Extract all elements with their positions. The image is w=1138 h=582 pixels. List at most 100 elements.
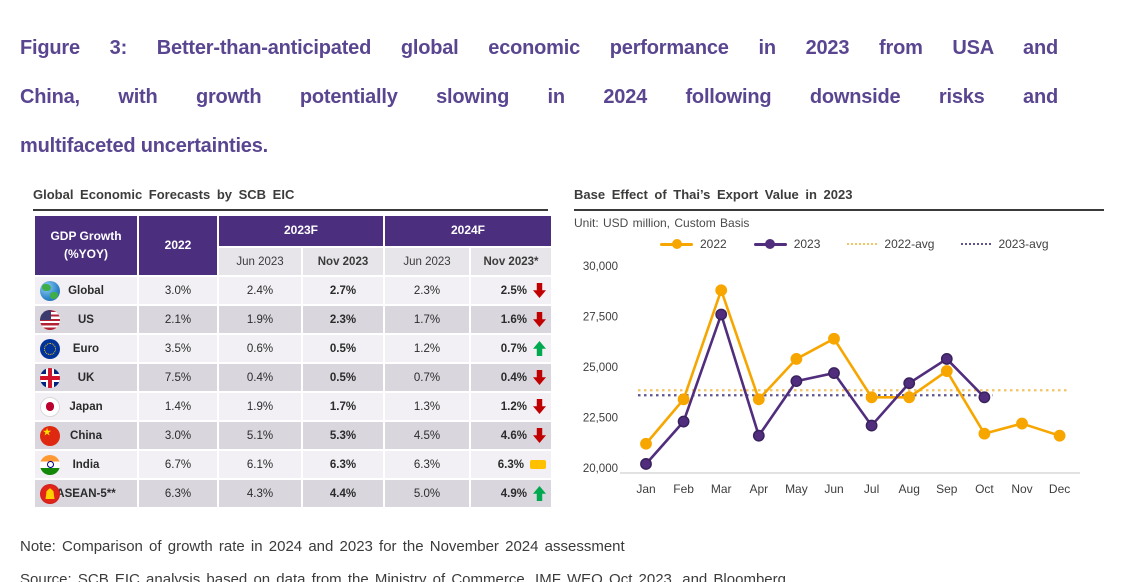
x-axis-month-label: Jan [636, 482, 655, 496]
col-header-jun2023-b: Jun 2023 [385, 248, 469, 275]
table-row-china: China 3.0% 5.1% 5.3% 4.5% 4.6% [35, 422, 551, 449]
series-2022-point [828, 332, 840, 345]
cell-value: 1.7% [385, 306, 469, 333]
table-row-uk: UK 7.5% 0.4% 0.5% 0.7% 0.4% [35, 364, 551, 391]
legend-label: 2023-avg [998, 237, 1049, 251]
cell-value: 5.0% [385, 480, 469, 507]
export-value-line-chart: 20,000 22,500 25,000 27,500 30,000 Jan Feb Mar A… [583, 261, 1080, 496]
series-2023-point [865, 419, 878, 432]
cell-value: 2.3% [303, 306, 383, 333]
x-axis-month-label: Apr [749, 482, 768, 496]
source-text: Source: SCB EIC analysis based on data f… [20, 571, 786, 582]
series-2022-point [677, 393, 690, 406]
figure-title: Figure 3: Better-than-anticipated global… [20, 24, 1058, 171]
us-flag-icon [40, 309, 60, 330]
series-2022-point [1016, 417, 1028, 430]
cell-value: 1.9% [219, 306, 301, 333]
row-label: India [72, 458, 100, 471]
legend-item-2023-avg: 2023-avg [961, 237, 1049, 251]
cell-value: 0.5% [303, 364, 383, 391]
series-2023-point [903, 377, 916, 390]
cell-value: 1.9% [219, 393, 301, 420]
row-label: Euro [72, 342, 100, 355]
x-axis-month-label: Mar [711, 482, 732, 496]
cell-value: 1.4% [139, 393, 217, 420]
row-label: UK [77, 371, 95, 384]
gdp-growth-label: GDP Growth [50, 229, 122, 244]
cell-value: 0.6% [219, 335, 301, 362]
chart-title: Base Effect of Thai’s Export Value in 20… [574, 187, 1104, 211]
cell-value: 3.0% [139, 422, 217, 449]
x-axis-month-label: Jun [824, 482, 843, 496]
dotted-swatch-2023avg [961, 243, 992, 245]
table-row-asean5: ASEAN-5** 6.3% 4.3% 4.4% 5.0% 4.9% [35, 480, 551, 507]
series-2022-point [752, 393, 765, 406]
series-2023-point [940, 353, 953, 365]
y-axis-tick-label: 30,000 [583, 261, 618, 273]
cell-value: 5.1% [219, 422, 301, 449]
series-2022-point [1053, 429, 1066, 442]
uk-flag-icon [40, 367, 60, 388]
trend-down-icon [533, 312, 546, 327]
cell-value: 0.4% [219, 364, 301, 391]
cell-value: 1.6% [500, 313, 527, 326]
x-axis-month-label: Aug [899, 482, 920, 496]
line-dot-swatch-2022 [660, 242, 693, 246]
x-axis-month-label: Sep [936, 482, 958, 496]
cell-value: 1.2% [500, 400, 527, 413]
table-row-euro: Euro 3.5% 0.6% 0.5% 1.2% 0.7% [35, 335, 551, 362]
cell-value: 2.5% [500, 284, 527, 297]
cell-value: 1.2% [385, 335, 469, 362]
row-label: Global [68, 284, 104, 297]
series-2023-point [790, 375, 803, 388]
cell-value: 0.7% [385, 364, 469, 391]
col-group-2024f: 2024F [385, 216, 551, 246]
figure-title-line-1: Figure 3: Better-than-anticipated global… [20, 37, 1058, 59]
row-label: Japan [69, 400, 103, 413]
table-row-japan: Japan 1.4% 1.9% 1.7% 1.3% 1.2% [35, 393, 551, 420]
forecast-table-panel: Global Economic Forecasts by SCB EIC GDP… [33, 187, 551, 509]
series-2022-point [903, 391, 916, 404]
series-2022-point [940, 365, 953, 377]
legend-item-2022-avg: 2022-avg [847, 237, 934, 251]
cell-value: 4.6% [500, 429, 527, 442]
series-2022-point [790, 353, 803, 365]
trend-up-icon [533, 486, 546, 501]
legend-item-2023: 2023 [753, 237, 821, 251]
cell-value: 4.9% [500, 487, 527, 500]
gdp-forecast-table: GDP Growth (%YOY) 2022 2023F 2024F Jun 2… [33, 214, 553, 509]
cell-value: 1.3% [385, 393, 469, 420]
cell-value: 7.5% [139, 364, 217, 391]
trend-up-icon [533, 341, 546, 356]
cell-value: 4.5% [385, 422, 469, 449]
col-header-nov2023-a: Nov 2023 [303, 248, 383, 275]
cell-value: 0.7% [500, 342, 527, 355]
y-axis-tick-label: 27,500 [583, 312, 618, 324]
row-label: US [78, 313, 94, 326]
content-area: Global Economic Forecasts by SCB EIC GDP… [33, 187, 1138, 509]
cell-value: 4.4% [303, 480, 383, 507]
trend-down-icon [533, 399, 546, 414]
series-2023-point [978, 391, 991, 404]
trend-down-icon [533, 283, 546, 298]
eu-flag-icon [40, 338, 60, 359]
legend-item-2022: 2022 [660, 237, 727, 251]
cell-value: 6.3% [497, 458, 524, 471]
cell-value: 6.3% [139, 480, 217, 507]
china-flag-icon [40, 425, 60, 446]
col-group-2023f: 2023F [219, 216, 383, 246]
x-axis-month-label: Jul [864, 482, 879, 496]
chart-unit-label: Unit: USD million, Custom Basis [574, 216, 750, 230]
cell-value: 3.0% [139, 277, 217, 304]
series-2022-line [645, 286, 1060, 445]
series-2023-point [752, 429, 765, 442]
legend-label: 2023 [793, 237, 821, 251]
x-axis-month-label: Oct [975, 482, 994, 496]
table-row-global: Global 3.0% 2.4% 2.7% 2.3% 2.5% [35, 277, 551, 304]
trend-down-icon [533, 428, 546, 443]
trend-down-icon [533, 370, 546, 385]
cell-value: 0.5% [303, 335, 383, 362]
series-2023-point [715, 308, 728, 321]
x-axis-month-label: Nov [1011, 482, 1032, 496]
x-axis-month-label: Feb [673, 482, 694, 496]
